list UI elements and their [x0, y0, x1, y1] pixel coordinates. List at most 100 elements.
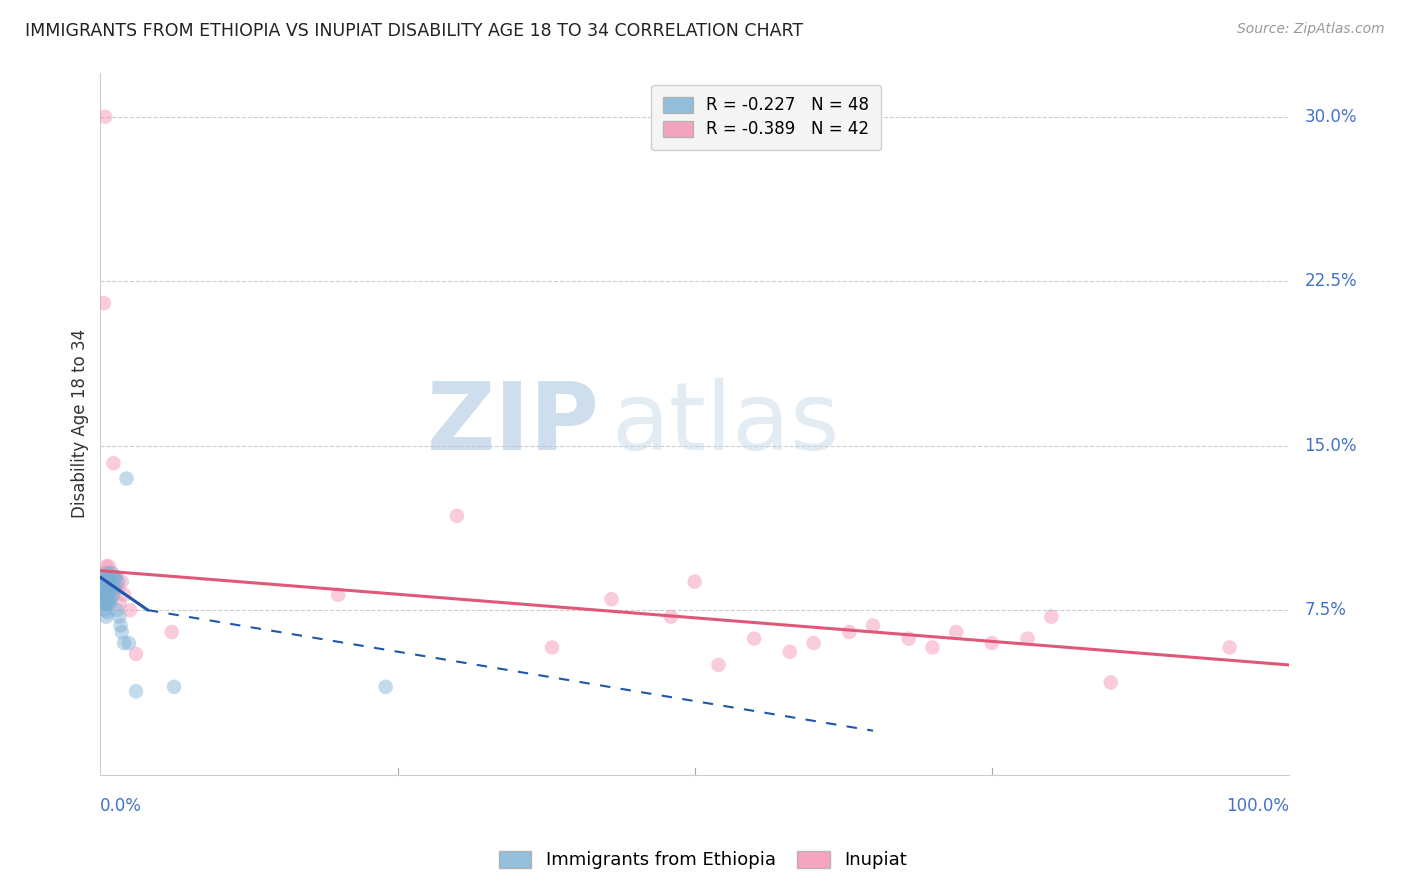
- Point: [125, 684, 148, 698]
- Point: [94, 597, 117, 611]
- Point: [921, 640, 943, 655]
- Point: [101, 570, 124, 584]
- Text: 7.5%: 7.5%: [1305, 601, 1347, 619]
- Point: [98, 566, 121, 580]
- Point: [98, 574, 121, 589]
- Text: 30.0%: 30.0%: [1305, 108, 1357, 126]
- Point: [96, 588, 118, 602]
- Point: [446, 508, 468, 523]
- Point: [103, 456, 125, 470]
- Point: [97, 581, 120, 595]
- Point: [160, 625, 183, 640]
- Point: [97, 579, 120, 593]
- Point: [111, 625, 134, 640]
- Point: [96, 609, 118, 624]
- Point: [96, 566, 118, 580]
- Point: [93, 296, 115, 310]
- Point: [980, 636, 1002, 650]
- Point: [94, 603, 117, 617]
- Point: [94, 574, 117, 589]
- Point: [96, 597, 118, 611]
- Point: [803, 636, 825, 650]
- Point: [108, 597, 131, 611]
- Point: [100, 579, 122, 593]
- Point: [107, 581, 129, 595]
- Legend: Immigrants from Ethiopia, Inupiat: Immigrants from Ethiopia, Inupiat: [489, 842, 917, 879]
- Point: [742, 632, 765, 646]
- Point: [125, 647, 148, 661]
- Point: [112, 636, 135, 650]
- Point: [115, 472, 138, 486]
- Point: [94, 110, 117, 124]
- Y-axis label: Disability Age 18 to 34: Disability Age 18 to 34: [72, 329, 89, 518]
- Point: [103, 588, 125, 602]
- Point: [108, 609, 131, 624]
- Point: [96, 559, 118, 574]
- Text: 0.0%: 0.0%: [100, 797, 142, 815]
- Point: [96, 588, 118, 602]
- Point: [96, 574, 118, 589]
- Point: [1219, 640, 1241, 655]
- Point: [100, 574, 122, 589]
- Point: [945, 625, 967, 640]
- Point: [1040, 609, 1063, 624]
- Point: [107, 574, 129, 589]
- Point: [101, 588, 124, 602]
- Point: [862, 618, 884, 632]
- Point: [94, 588, 117, 602]
- Point: [112, 588, 135, 602]
- Point: [110, 618, 132, 632]
- Text: 100.0%: 100.0%: [1226, 797, 1289, 815]
- Point: [118, 636, 141, 650]
- Point: [1099, 675, 1122, 690]
- Point: [100, 592, 122, 607]
- Text: atlas: atlas: [612, 378, 839, 470]
- Point: [97, 592, 120, 607]
- Point: [779, 645, 801, 659]
- Point: [659, 609, 682, 624]
- Point: [93, 592, 115, 607]
- Point: [96, 581, 118, 595]
- Point: [96, 581, 118, 595]
- Legend: R = -0.227   N = 48, R = -0.389   N = 42: R = -0.227 N = 48, R = -0.389 N = 42: [651, 85, 882, 150]
- Point: [94, 592, 117, 607]
- Point: [600, 592, 623, 607]
- Point: [93, 581, 115, 595]
- Point: [93, 597, 115, 611]
- Point: [94, 581, 117, 595]
- Point: [683, 574, 706, 589]
- Text: Source: ZipAtlas.com: Source: ZipAtlas.com: [1237, 22, 1385, 37]
- Text: 15.0%: 15.0%: [1305, 437, 1357, 455]
- Point: [541, 640, 564, 655]
- Point: [374, 680, 396, 694]
- Point: [97, 570, 120, 584]
- Point: [120, 603, 142, 617]
- Text: 22.5%: 22.5%: [1305, 272, 1357, 290]
- Point: [163, 680, 186, 694]
- Point: [104, 570, 127, 584]
- Point: [98, 597, 121, 611]
- Text: IMMIGRANTS FROM ETHIOPIA VS INUPIAT DISABILITY AGE 18 TO 34 CORRELATION CHART: IMMIGRANTS FROM ETHIOPIA VS INUPIAT DISA…: [25, 22, 803, 40]
- Point: [104, 570, 127, 584]
- Point: [101, 581, 124, 595]
- Text: ZIP: ZIP: [427, 378, 599, 470]
- Point: [105, 603, 128, 617]
- Point: [897, 632, 920, 646]
- Point: [97, 559, 120, 574]
- Point: [96, 605, 118, 619]
- Point: [91, 570, 114, 584]
- Point: [96, 570, 118, 584]
- Point: [1017, 632, 1039, 646]
- Point: [94, 570, 117, 584]
- Point: [98, 583, 121, 598]
- Point: [96, 597, 118, 611]
- Point: [96, 570, 118, 584]
- Point: [104, 581, 127, 595]
- Point: [838, 625, 860, 640]
- Point: [111, 574, 134, 589]
- Point: [96, 574, 118, 589]
- Point: [104, 581, 127, 595]
- Point: [96, 574, 118, 589]
- Point: [93, 588, 115, 602]
- Point: [707, 657, 730, 672]
